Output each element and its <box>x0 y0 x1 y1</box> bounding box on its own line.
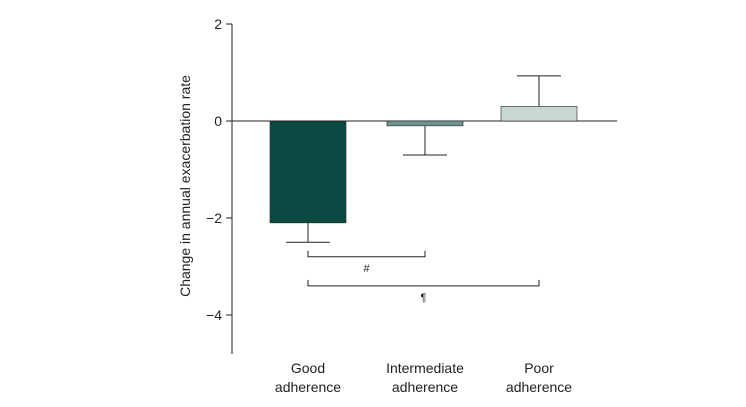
bar <box>269 120 347 224</box>
y-axis-title: Change in annual exacerbation rate <box>177 75 193 297</box>
comparison-bracket <box>307 250 426 258</box>
error-bars <box>286 75 561 243</box>
y-tick-label: 0 <box>214 113 222 129</box>
comparison-label: ¶ <box>421 292 427 304</box>
bar <box>500 106 578 122</box>
comparison-bracket <box>307 279 540 287</box>
x-category-label: adherence <box>392 379 458 395</box>
y-tick-label: −4 <box>206 307 222 323</box>
x-category-label: Poor <box>524 360 554 376</box>
x-category-label: adherence <box>506 379 572 395</box>
x-category-label: adherence <box>275 379 341 395</box>
comparison-label: # <box>363 263 370 275</box>
y-ticks: 2 0 −2 −4 <box>206 16 232 323</box>
bars <box>269 106 578 224</box>
category-labels: Good adherence Intermediate adherence Poor ad… <box>275 360 572 395</box>
significance-brackets: #¶ <box>307 250 540 304</box>
x-category-label: Good <box>291 360 325 376</box>
y-tick-label: 2 <box>214 16 222 32</box>
y-tick-label: −2 <box>206 210 222 226</box>
bar <box>386 120 464 127</box>
x-category-label: Intermediate <box>386 360 464 376</box>
